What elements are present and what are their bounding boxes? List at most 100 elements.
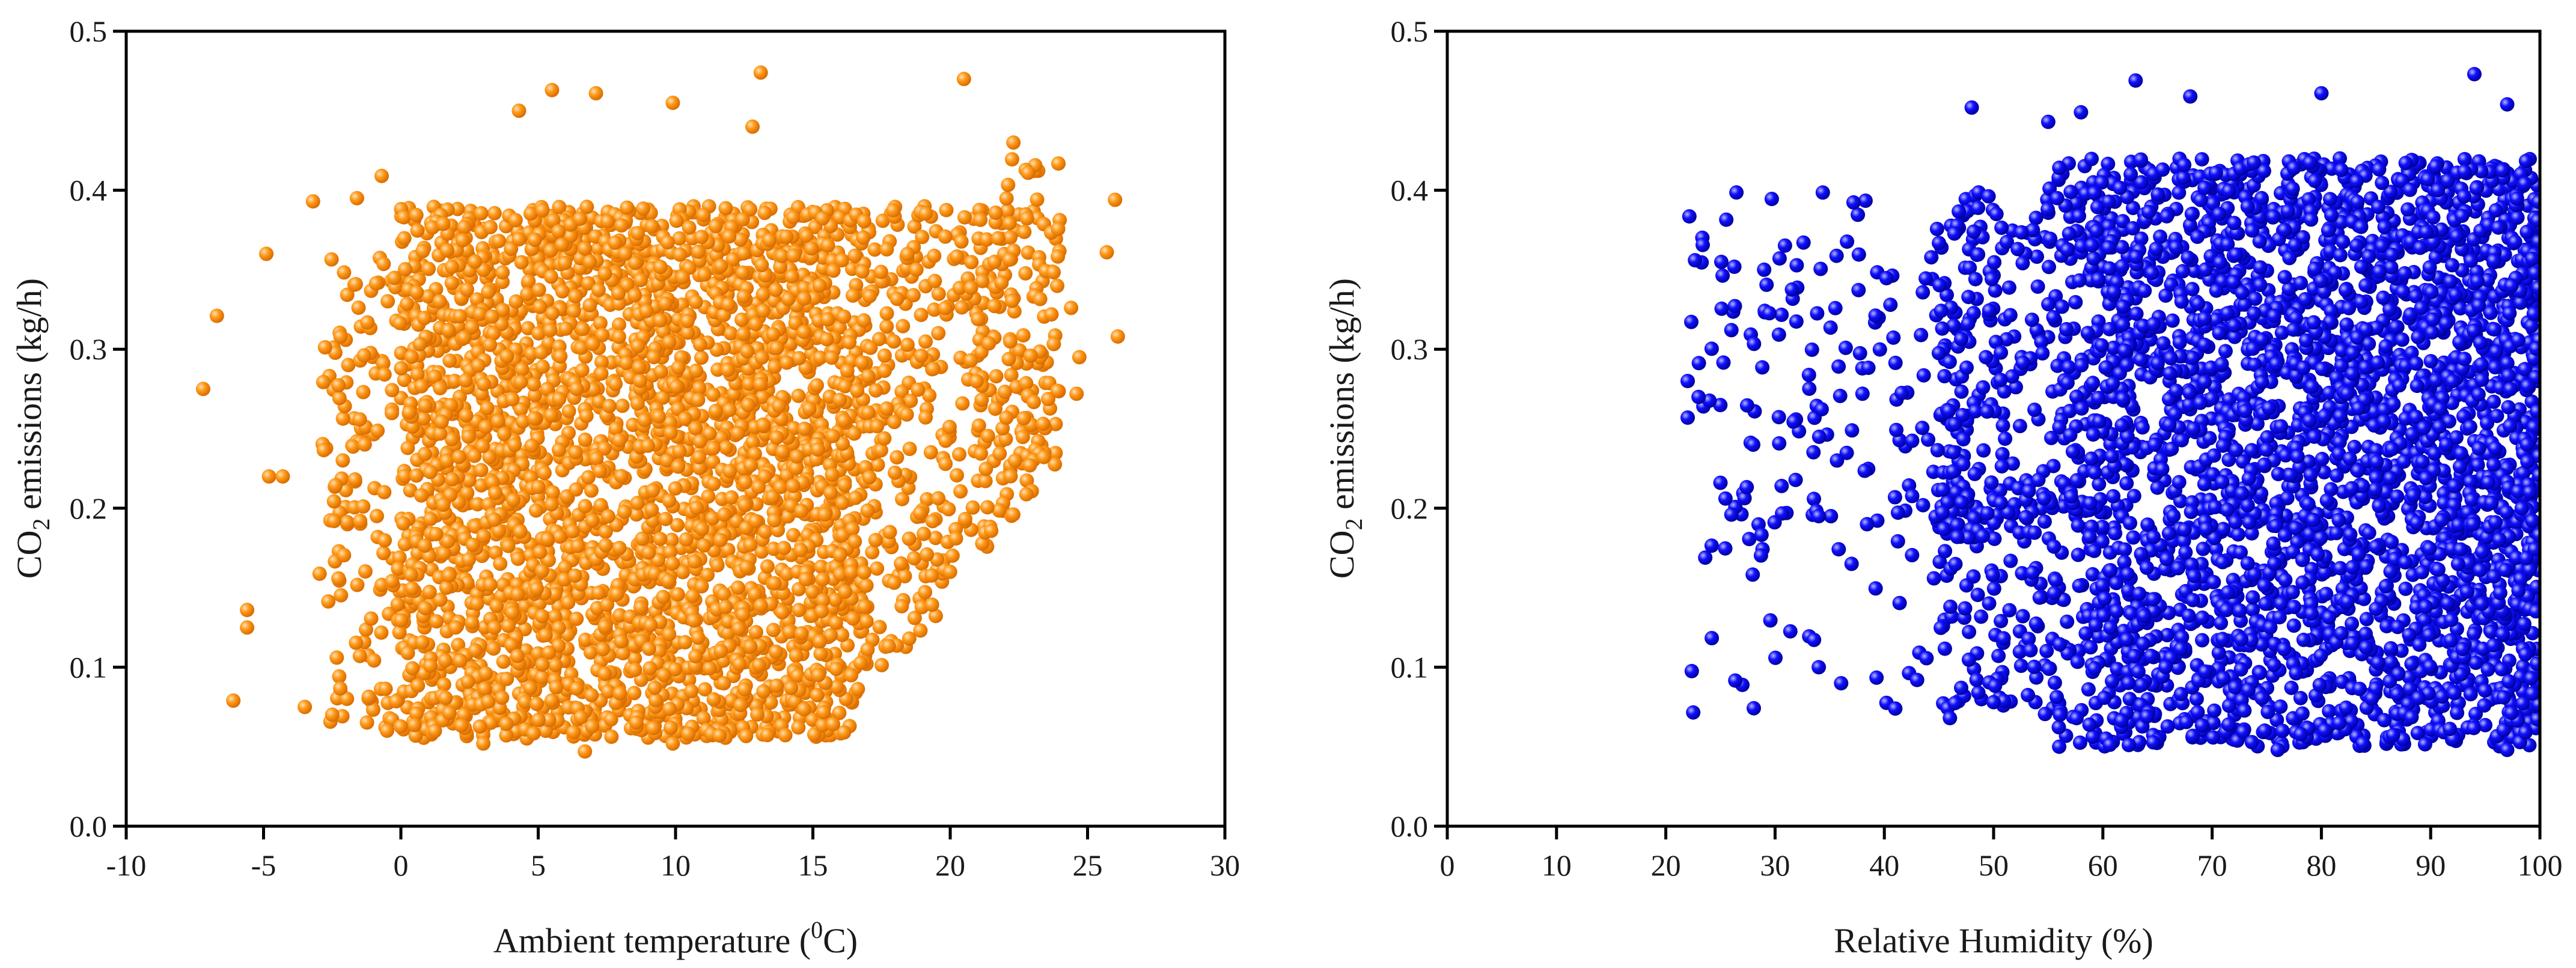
left-data-point: [456, 707, 471, 722]
left-data-point: [436, 498, 451, 512]
left-data-point: [400, 296, 415, 311]
right-data-point: [1997, 384, 2012, 399]
left-data-point: [335, 453, 350, 468]
left-data-point: [860, 642, 875, 657]
left-data-point: [460, 282, 474, 297]
left-data-point: [511, 103, 526, 118]
left-data-point: [859, 614, 874, 629]
left-data-point: [316, 374, 331, 389]
left-data-point: [540, 382, 555, 397]
left-data-point: [1021, 245, 1036, 260]
left-data-point: [612, 433, 627, 448]
left-data-point: [755, 287, 771, 302]
left-data-point: [561, 595, 576, 610]
left-data-point: [829, 680, 844, 695]
left-data-point: [603, 712, 618, 727]
left-data-point: [890, 291, 905, 306]
left-data-point: [856, 565, 871, 580]
left-data-point: [987, 299, 1002, 314]
left-data-point: [360, 315, 375, 330]
left-data-point: [1046, 336, 1061, 352]
left-data-point: [900, 246, 915, 261]
left-data-point: [647, 680, 662, 695]
left-data-point: [597, 266, 612, 281]
left-data-point: [708, 219, 723, 234]
right-data-point: [1868, 581, 1883, 596]
left-data-point: [335, 411, 350, 426]
left-data-point: [653, 531, 668, 546]
left-data-point: [629, 715, 644, 730]
left-data-point: [1019, 376, 1034, 391]
left-data-point: [750, 707, 765, 722]
left-data-point: [378, 681, 393, 696]
left-data-point: [859, 578, 874, 593]
left-data-point: [508, 294, 523, 309]
left-data-point: [510, 648, 525, 663]
left-data-point: [838, 584, 853, 599]
left-data-point: [721, 543, 736, 558]
right-data-point: [2250, 416, 2265, 431]
left-data-point: [396, 210, 411, 225]
left-data-point: [407, 717, 422, 732]
left-data-point: [737, 682, 752, 697]
left-data-point: [760, 728, 775, 743]
left-data-point: [614, 634, 629, 649]
left-data-point: [1110, 329, 1125, 344]
left-data-point: [544, 693, 559, 708]
left-data-point: [552, 199, 567, 215]
left-data-point: [633, 373, 647, 388]
left-data-point: [579, 409, 594, 424]
left-data-point: [691, 244, 706, 259]
left-data-point: [436, 216, 451, 231]
left-data-point: [713, 532, 728, 547]
left-data-point: [357, 437, 372, 452]
left-data-point: [815, 718, 830, 733]
left-data-point: [656, 324, 671, 339]
left-data-point: [658, 296, 673, 311]
right-data-point: [2173, 687, 2188, 702]
left-data-point: [575, 321, 590, 336]
left-data-point: [931, 491, 946, 506]
left-data-point: [856, 313, 871, 328]
left-data-point: [887, 575, 902, 590]
left-data-point: [692, 337, 707, 352]
left-data-point: [713, 644, 728, 659]
left-data-point: [1004, 293, 1019, 308]
left-data-point: [340, 287, 355, 302]
left-data-point: [433, 426, 448, 441]
left-data-point: [955, 396, 970, 411]
right-data-point: [1771, 410, 1786, 425]
left-data-point: [356, 348, 371, 363]
left-data-point: [483, 337, 498, 352]
left-data-point: [660, 235, 675, 250]
left-data-point: [845, 522, 860, 537]
left-data-point: [981, 336, 997, 351]
left-data-point: [875, 213, 890, 228]
left-data-point: [974, 446, 988, 461]
right-data-point: [2359, 612, 2374, 627]
left-data-point: [742, 376, 757, 391]
left-data-point: [460, 486, 475, 501]
left-data-point: [897, 568, 912, 583]
left-data-point: [510, 587, 525, 602]
ambient-temperature-scatter-chart: -10 -5 0 5 10 15 20 25 30 0.00.10.20.30.40.5 Amb…: [10, 14, 1240, 960]
left-data-point: [817, 507, 832, 522]
left-data-point: [472, 306, 487, 321]
right-data-point: [1727, 299, 1742, 314]
left-data-point: [481, 284, 496, 299]
left-data-point: [692, 460, 707, 475]
left-data-point: [665, 96, 680, 111]
left-data-point: [655, 390, 670, 405]
left-data-point: [900, 337, 915, 352]
left-data-point: [775, 605, 790, 619]
left-data-point: [476, 736, 491, 751]
left-data-point: [404, 349, 419, 364]
left-data-point: [451, 449, 466, 464]
left-data-point: [1006, 507, 1021, 522]
left-data-point: [349, 190, 364, 205]
left-data-point: [842, 335, 857, 350]
left-data-point: [1099, 245, 1114, 260]
left-data-point: [597, 666, 612, 681]
left-data-point: [567, 568, 582, 583]
